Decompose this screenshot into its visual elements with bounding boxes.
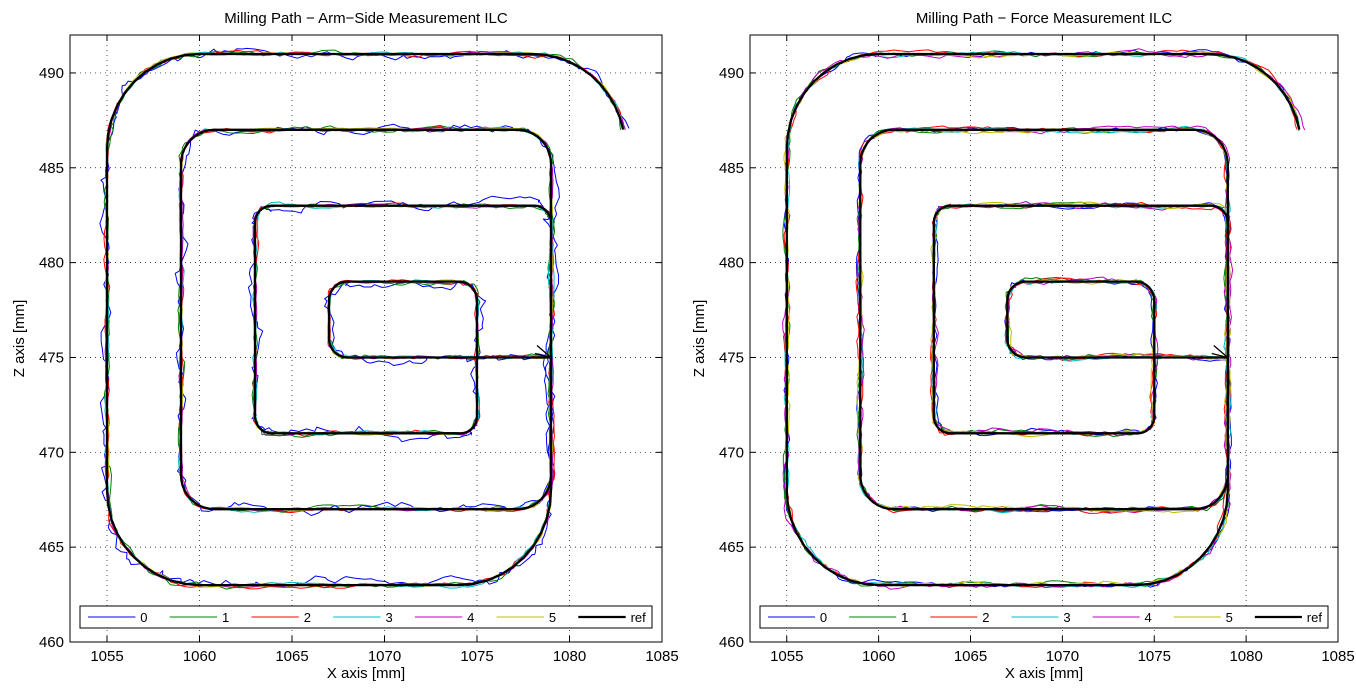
y-tick-label: 460	[39, 634, 64, 651]
x-axis-label: X axis [mm]	[327, 665, 405, 682]
x-tick-label: 1060	[862, 648, 895, 665]
path-arrow-head	[1211, 344, 1229, 359]
legend-label-3: 3	[385, 610, 392, 625]
x-tick-label: 1060	[183, 648, 216, 665]
chart-panel-0: 1055 1060 1065 1070 1075 1080 1085 460 465 470 475…	[11, 10, 679, 682]
legend-label-0: 0	[820, 610, 827, 625]
x-tick-label: 1085	[1321, 648, 1354, 665]
y-tick-label: 485	[39, 160, 64, 177]
x-tick-label: 1080	[553, 648, 586, 665]
legend-label-2: 2	[304, 610, 311, 625]
y-tick-label: 490	[719, 65, 744, 82]
legend: 0 1 2 3 4 5 ref	[759, 605, 1329, 629]
x-tick-label: 1075	[1138, 648, 1171, 665]
y-tick-label: 465	[719, 539, 744, 556]
legend-label-ref: ref	[1307, 610, 1323, 625]
legend-label-3: 3	[1063, 610, 1070, 625]
y-tick-label: 475	[719, 349, 744, 366]
y-axis-label: Z axis [mm]	[691, 300, 708, 378]
x-axis-label: X axis [mm]	[1005, 665, 1083, 682]
plot-area	[782, 48, 1306, 590]
axes-frame	[69, 34, 663, 643]
y-tick-label: 465	[39, 539, 64, 556]
legend-label-1: 1	[901, 610, 908, 625]
legend-label-1: 1	[222, 610, 229, 625]
legend-label-4: 4	[1145, 610, 1152, 625]
legend-label-2: 2	[982, 610, 989, 625]
plot-area	[99, 47, 630, 590]
legend-label-5: 5	[549, 610, 556, 625]
y-tick-label: 460	[719, 634, 744, 651]
legend: 0 1 2 3 4 5 ref	[79, 605, 653, 629]
x-tick-label: 1065	[275, 648, 308, 665]
x-tick-label: 1055	[770, 648, 803, 665]
y-tick-label: 485	[719, 160, 744, 177]
legend-label-5: 5	[1226, 610, 1233, 625]
legend-label-ref: ref	[631, 610, 647, 625]
series-line-ref	[105, 52, 625, 587]
y-tick-label: 470	[719, 444, 744, 461]
legend-label-4: 4	[467, 610, 474, 625]
path-arrow-head	[534, 344, 552, 359]
series-line-ref	[785, 52, 1301, 587]
y-tick-label: 480	[39, 255, 64, 272]
y-tick-label: 475	[39, 349, 64, 366]
x-tick-label: 1085	[645, 648, 678, 665]
legend-label-0: 0	[140, 610, 147, 625]
y-tick-label: 470	[39, 444, 64, 461]
axes-frame	[749, 34, 1339, 643]
chart-panel-1: 1055 1060 1065 1070 1075 1080 1085 460 465 470 475…	[691, 10, 1355, 682]
x-tick-label: 1055	[90, 648, 123, 665]
x-tick-label: 1065	[954, 648, 987, 665]
y-axis-label: Z axis [mm]	[11, 300, 28, 378]
x-tick-label: 1080	[1229, 648, 1262, 665]
chart-title: Milling Path − Force Measurement ILC	[916, 10, 1173, 27]
y-tick-label: 480	[719, 255, 744, 272]
x-tick-label: 1070	[1046, 648, 1079, 665]
series-line-5	[104, 52, 625, 588]
chart-title: Milling Path − Arm−Side Measurement ILC	[224, 10, 508, 27]
x-tick-label: 1070	[368, 648, 401, 665]
y-tick-label: 490	[39, 65, 64, 82]
x-tick-label: 1075	[460, 648, 493, 665]
